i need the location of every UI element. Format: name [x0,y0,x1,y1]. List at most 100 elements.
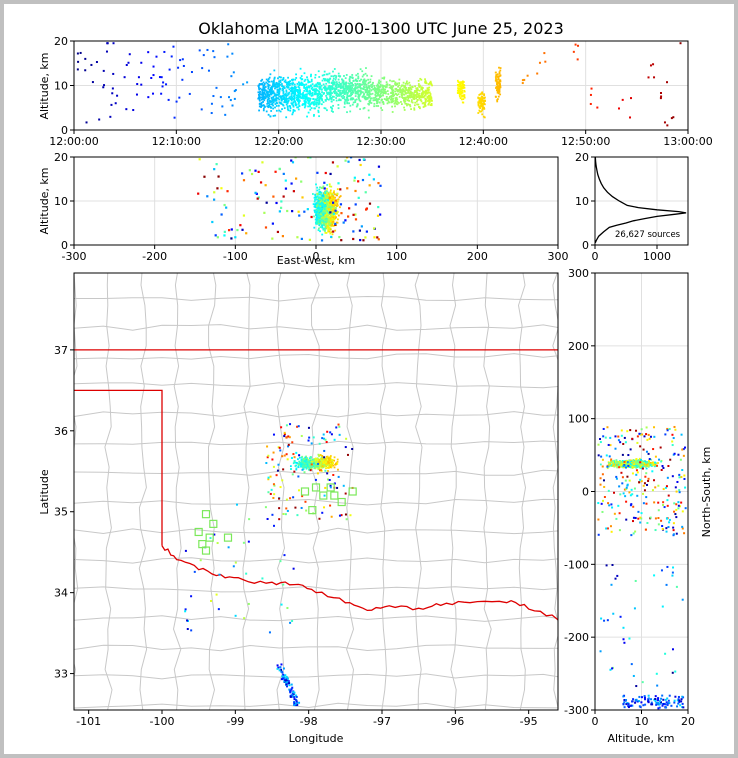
source-point [359,100,362,103]
station-marker [209,519,218,528]
source-point [390,97,393,100]
source-point [395,100,398,102]
x-tick-label: 12:10:00 [152,135,201,148]
source-point [339,75,342,78]
source-point [355,92,358,95]
source-point [398,89,400,91]
station-marker [194,527,203,537]
source-point [257,84,260,87]
source-point [221,105,224,108]
x-tick-label: 0 [592,250,599,263]
source-point [360,225,363,228]
source-point [613,459,616,462]
source-point [257,93,260,96]
source-point [462,85,465,88]
source-point [649,461,652,464]
source-point [301,84,303,86]
source-point [287,109,290,112]
source-point [266,99,269,101]
source-point [338,98,341,101]
source-point [377,94,380,97]
source-point [305,458,308,461]
source-point [496,100,499,103]
source-point [330,433,333,436]
source-point [186,619,189,622]
source-point [320,212,323,215]
source-point [308,468,310,471]
source-point [424,80,427,82]
source-point [293,109,296,112]
source-point [394,105,396,108]
source-point [392,85,395,88]
source-point [416,89,419,92]
source-point [303,100,306,102]
source-point [313,100,316,103]
source-point [414,94,417,97]
source-point [387,100,390,103]
source-point [315,196,317,199]
source-point [383,98,386,100]
source-point [313,84,316,87]
source-point [394,101,397,104]
source-point [427,91,429,94]
source-point [358,229,362,232]
source-point [298,105,301,108]
source-point [325,94,328,97]
source-point [329,189,332,192]
source-point [318,100,321,102]
source-point [284,513,287,516]
source-point [282,77,285,79]
source-point [292,98,295,101]
source-point [273,484,276,487]
source-point [265,110,268,113]
source-point [326,73,329,76]
source-point [362,91,364,94]
state-border-red-river [161,545,558,621]
source-point [295,695,298,698]
source-point [327,98,330,101]
source-point [407,95,410,98]
source-point [314,466,316,468]
source-point [267,86,270,89]
source-point [380,90,383,93]
source-point [294,91,297,94]
source-point [289,107,292,110]
source-point [280,99,283,102]
source-point [326,109,328,112]
source-point [290,695,293,698]
source-point [182,64,185,67]
source-point [335,99,338,102]
source-point [630,97,633,100]
source-point [306,208,309,211]
source-point [290,683,293,686]
source-point [406,104,408,107]
source-point [266,90,269,93]
source-point [333,92,336,95]
source-point [262,84,265,87]
county-line [379,273,388,710]
source-point [277,97,280,100]
source-point [332,110,334,113]
source-point [322,205,325,208]
source-point [332,473,335,476]
source-point [316,189,319,192]
source-point [276,469,279,472]
source-point [264,226,268,229]
source-point [347,82,350,85]
source-point [326,78,329,81]
source-point [398,95,401,98]
source-point [319,95,321,98]
source-point [299,83,302,86]
source-point [227,546,230,549]
source-point [297,102,300,105]
source-point [125,108,128,111]
source-point [335,76,337,79]
source-point [314,459,317,462]
source-point [332,75,335,78]
source-point [421,102,424,105]
source-point [281,85,284,87]
source-point [330,220,332,223]
source-point [343,96,346,98]
source-point [321,206,324,209]
source-point [323,203,326,206]
